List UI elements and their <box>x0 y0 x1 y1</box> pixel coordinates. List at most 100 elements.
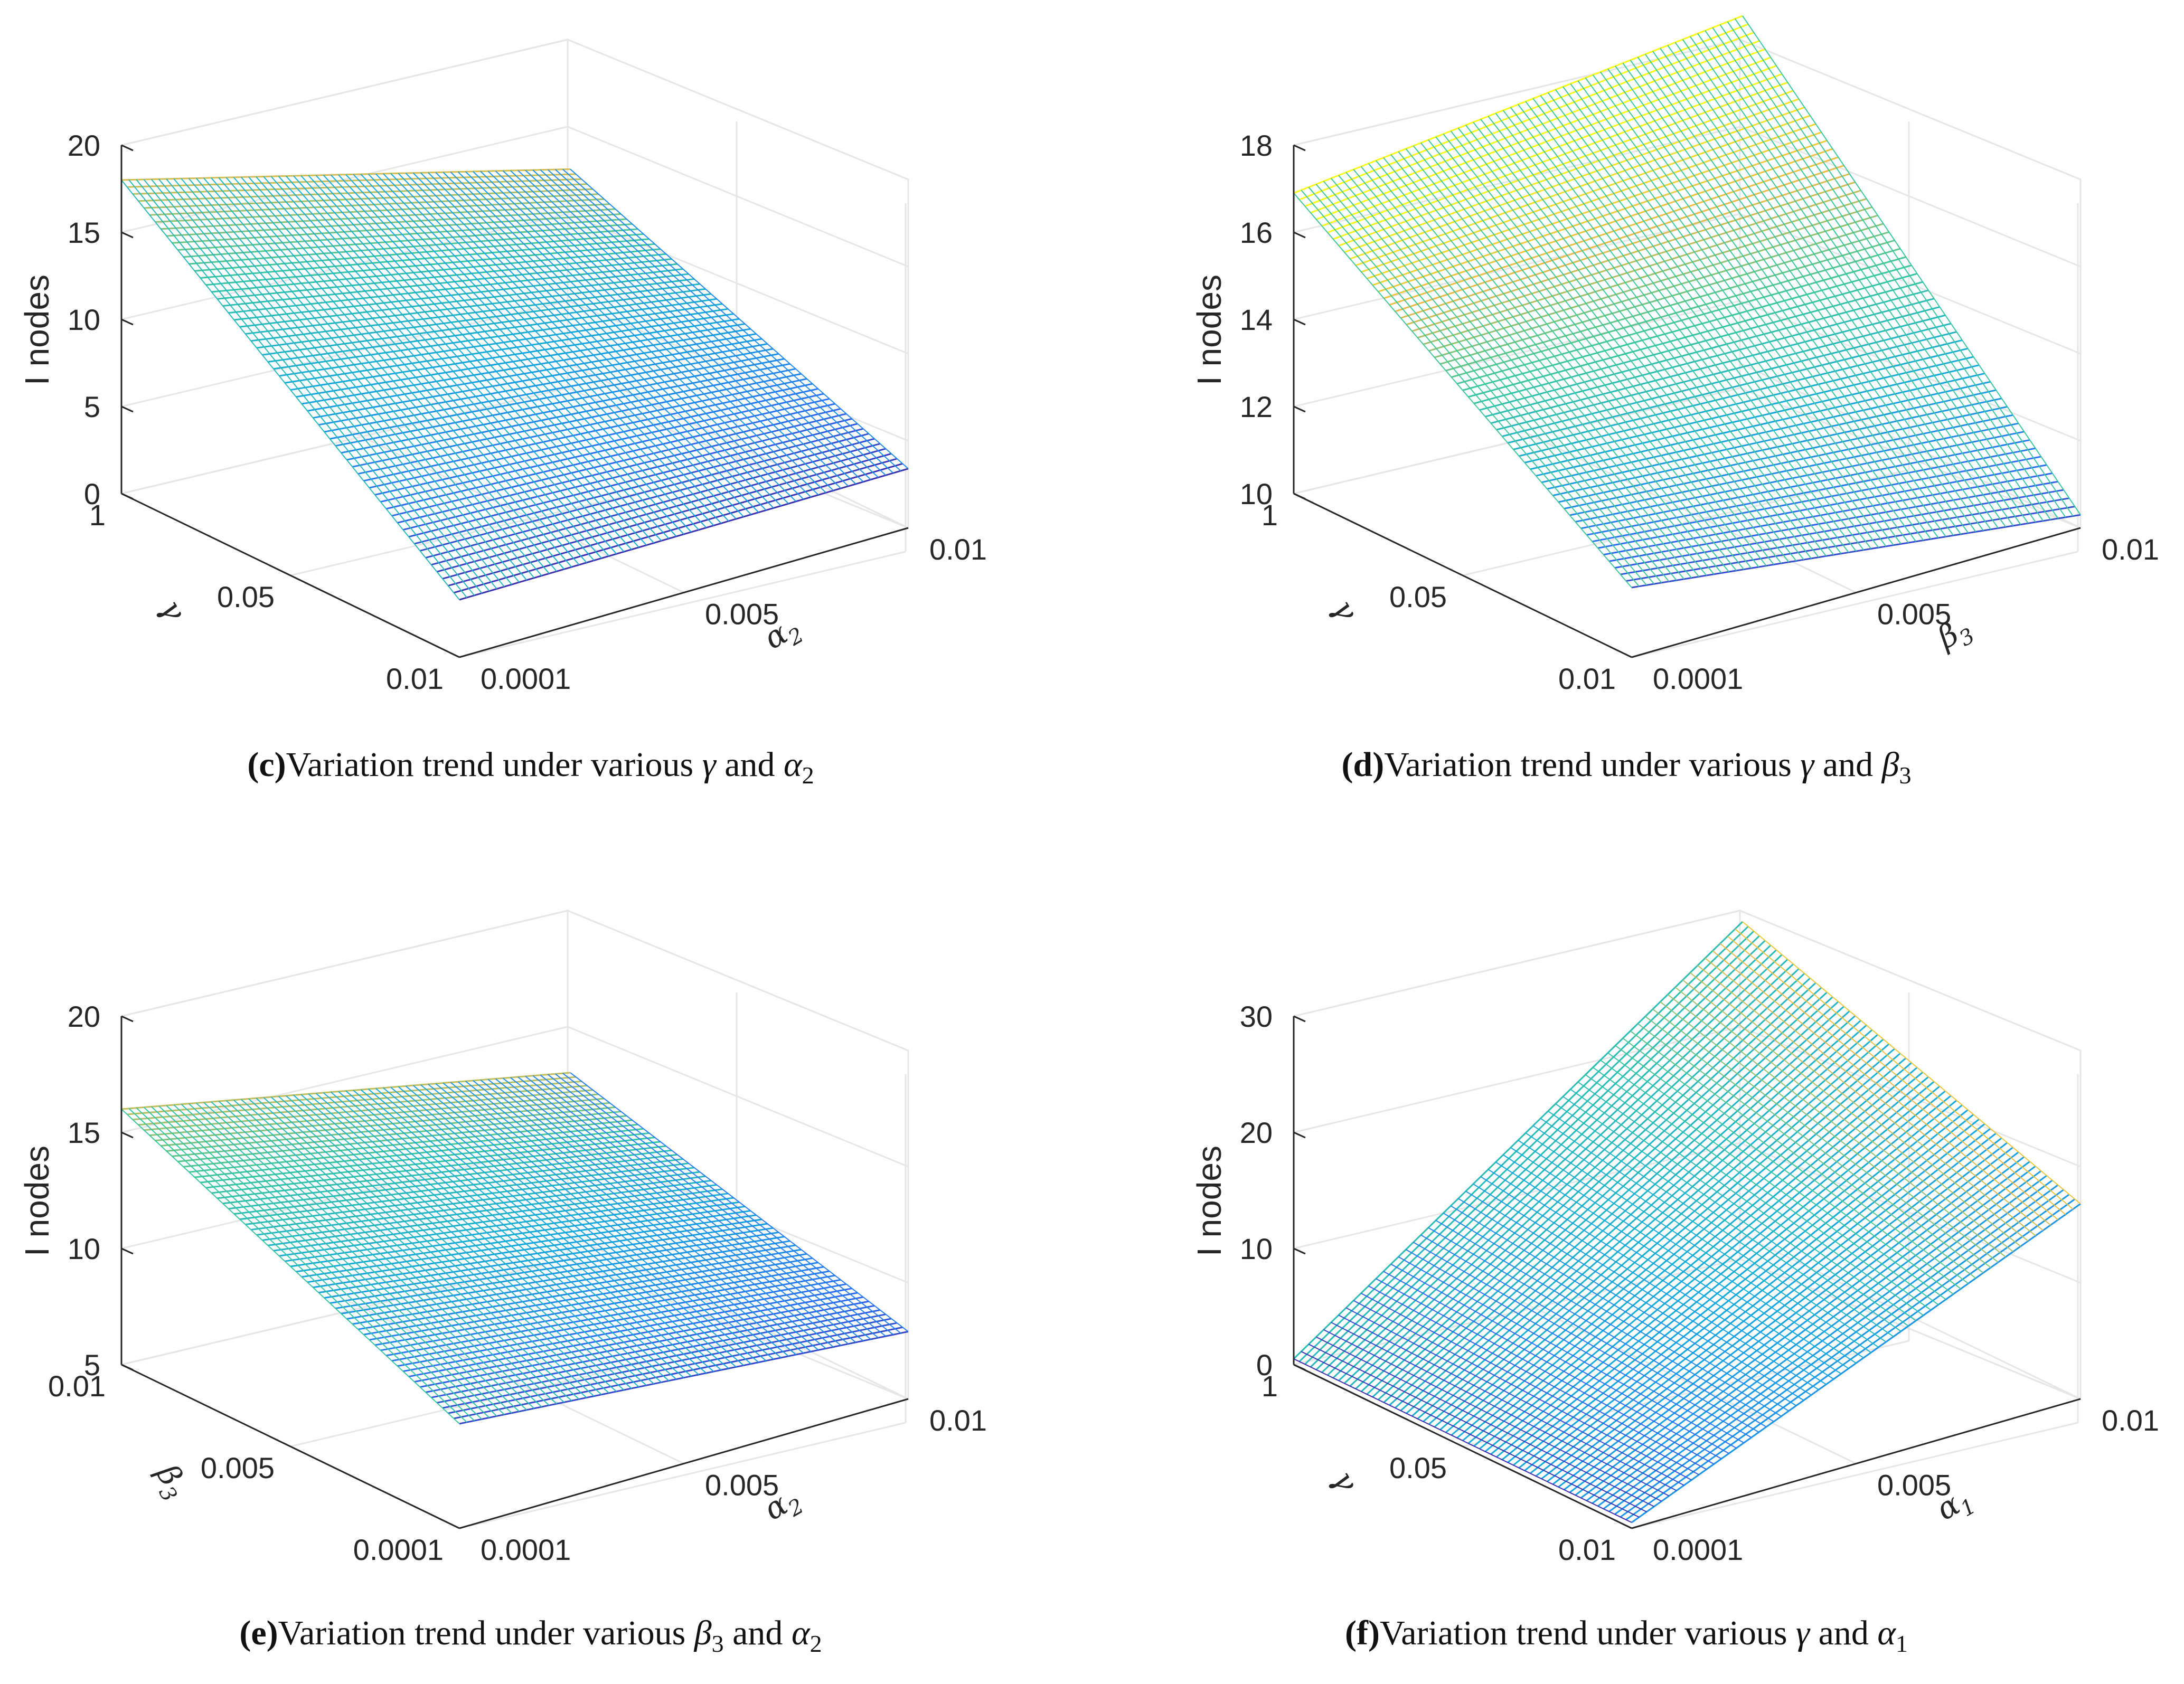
surface-line <box>338 174 677 537</box>
z-tick-label: 30 <box>1240 1000 1273 1033</box>
surface-line <box>323 1092 662 1383</box>
y-axis-label: γ <box>1325 1464 1365 1498</box>
surface-line <box>143 179 483 594</box>
surface-line <box>1637 1023 1976 1279</box>
surface-line <box>1465 125 1804 560</box>
surface-line <box>1435 136 1774 565</box>
floor-gridline <box>1293 1258 1740 1366</box>
surface-line <box>412 1085 752 1365</box>
surface-line <box>256 176 595 561</box>
z-tick-label: 5 <box>84 390 100 423</box>
z-tick <box>1293 318 1306 326</box>
surface-line <box>1488 1169 1827 1385</box>
surface-line <box>1338 175 1677 581</box>
surface-line <box>1652 51 1991 530</box>
surface-line <box>1674 42 2014 526</box>
surface-line <box>225 177 565 570</box>
surface-line <box>398 173 737 519</box>
surface-line <box>1503 1154 1842 1375</box>
surface-line <box>420 1084 759 1363</box>
z-gridline <box>121 910 909 1052</box>
z-tick-label: 12 <box>1240 390 1273 423</box>
surface-line <box>435 1083 774 1360</box>
surface-line <box>315 175 655 544</box>
surface-line <box>457 171 797 502</box>
surface-line <box>166 1105 505 1415</box>
chart-panel-e: 5 10 15 20 I nodes 0.01 0.005 0.0001 β3 0.0001 0.0… <box>18 909 987 1566</box>
surface-mesh <box>1293 15 2081 589</box>
surface-line <box>1428 1227 1767 1427</box>
surface-line <box>195 1102 535 1409</box>
surface-line <box>1637 56 1976 532</box>
surface-line <box>181 1104 520 1412</box>
surface-line <box>173 178 512 585</box>
surface-line <box>1353 1300 1692 1481</box>
z-tick <box>121 144 134 152</box>
surface-line <box>1525 1132 1864 1358</box>
surface-line <box>1667 45 2007 527</box>
surface-line <box>1390 1263 1729 1454</box>
surface-line <box>293 1094 632 1389</box>
surface-line <box>1510 1147 1849 1369</box>
axes-box <box>1293 38 2082 658</box>
surface-line <box>532 1075 871 1340</box>
surface-line <box>1690 36 2029 524</box>
surface-line <box>390 1086 729 1369</box>
surface-line <box>517 170 856 485</box>
z-tick <box>121 493 134 500</box>
surface-line <box>1301 190 1640 587</box>
surface-line <box>1510 107 1849 553</box>
y-tick-label: 1 <box>89 498 106 532</box>
surface-line <box>1607 1052 1946 1300</box>
surface-line <box>1630 60 1969 534</box>
axes-box <box>1293 909 2082 1529</box>
surface-line <box>1615 1045 1954 1295</box>
z-tick-label: 10 <box>1240 477 1273 510</box>
z-gridline <box>1293 910 2081 1052</box>
surface-line <box>1420 1234 1759 1433</box>
surface-line <box>1308 1344 1647 1512</box>
surface-line <box>1735 18 2074 517</box>
surface-line <box>450 1082 789 1357</box>
surface-line <box>248 1098 587 1398</box>
surface-line <box>308 175 647 546</box>
surface-line <box>173 1104 512 1414</box>
surface-line <box>547 1074 887 1337</box>
z-axis-label: I nodes <box>18 275 56 385</box>
y-tick-label: 0.005 <box>201 1451 275 1484</box>
surface-line <box>495 171 834 491</box>
surface-line <box>495 1078 834 1348</box>
surface-line <box>300 1094 639 1387</box>
surface-line <box>1383 1271 1722 1460</box>
surface-line <box>256 1098 595 1397</box>
surface-line <box>158 1105 497 1417</box>
surface-line <box>1719 24 2059 519</box>
surface-line <box>1585 77 1924 541</box>
surface-line <box>465 1081 804 1354</box>
surface-line <box>487 1078 826 1349</box>
surface-line <box>128 179 467 598</box>
x-tick-label: 0.005 <box>705 1469 779 1502</box>
surface-line <box>1607 69 1946 537</box>
surface-line <box>1495 113 1834 555</box>
z-tick <box>1293 493 1306 500</box>
surface-line <box>428 172 767 511</box>
surface-line <box>457 1081 797 1355</box>
z-tick <box>121 1247 134 1255</box>
surface-line <box>412 172 752 515</box>
floor-gridline <box>1631 1422 2078 1529</box>
surface-line <box>241 1099 580 1400</box>
surface-line <box>1697 965 2036 1236</box>
z-tick <box>1293 1247 1306 1255</box>
surface-line <box>195 177 535 579</box>
surface-line <box>1323 181 1662 583</box>
z-tick <box>121 231 134 239</box>
z-tick <box>1293 1015 1306 1023</box>
z-tick-label: 14 <box>1240 303 1273 336</box>
z-axis-label: I nodes <box>1190 275 1228 385</box>
surface-line <box>1473 1183 1812 1396</box>
surface-line <box>562 1073 901 1334</box>
surface-line <box>540 1074 879 1338</box>
surface-line <box>203 1102 542 1407</box>
y-tick-label: 0.01 <box>48 1369 106 1403</box>
